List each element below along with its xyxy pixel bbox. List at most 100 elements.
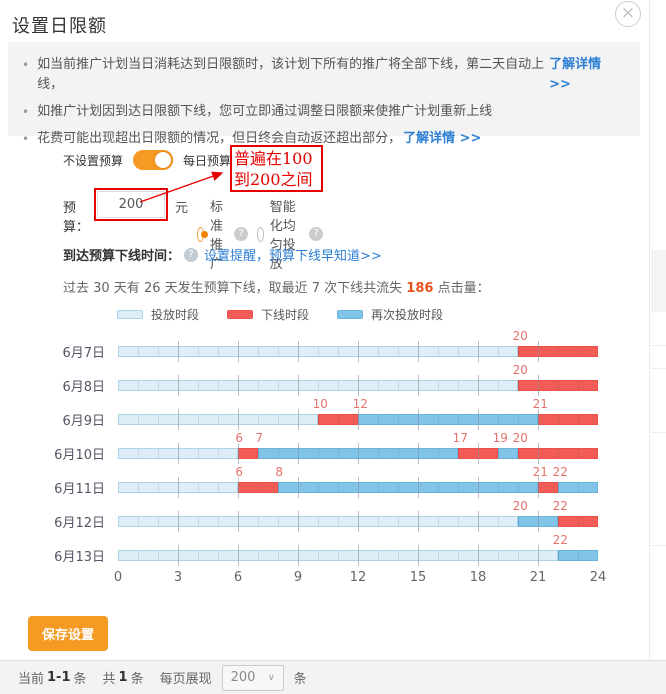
hour-tick xyxy=(458,482,459,492)
three-hour-tick xyxy=(478,340,479,362)
chart-row: 6月12日 20 22 xyxy=(0,499,648,538)
bar-segment-resume xyxy=(278,481,538,493)
hour-tick xyxy=(458,346,459,356)
hour-tick xyxy=(578,380,579,390)
three-hour-tick xyxy=(298,374,299,396)
axis-tick-label: 0 xyxy=(113,570,123,585)
bullet-icon: • xyxy=(22,105,30,119)
hour-tick xyxy=(378,346,379,356)
close-button[interactable]: × xyxy=(615,1,641,27)
bar-mark-label: 19 xyxy=(492,430,508,445)
loss-count: 186 xyxy=(406,281,434,296)
x-axis: 0 3 6 9 12 15 18 21 24 xyxy=(114,570,606,586)
save-settings-button[interactable]: 保存设置 xyxy=(28,616,109,651)
three-hour-tick xyxy=(238,442,239,464)
hour-tick xyxy=(318,516,319,526)
chart-row: 6月11日 6 8 21 22 xyxy=(0,465,648,504)
three-hour-tick xyxy=(178,340,179,362)
hour-tick xyxy=(258,448,259,458)
three-hour-tick xyxy=(538,374,539,396)
hour-tick xyxy=(138,380,139,390)
budget-unit-label: 元 xyxy=(175,201,189,216)
radio-smooth-delivery[interactable] xyxy=(256,226,264,242)
chart-row: 6月7日 20 xyxy=(0,329,648,368)
hour-tick xyxy=(218,448,219,458)
hour-tick xyxy=(138,414,139,424)
timeline-bar: 6 7 17 19 20 xyxy=(118,431,598,464)
hour-tick xyxy=(198,516,199,526)
help-icon[interactable]: ? xyxy=(309,227,324,241)
hour-tick xyxy=(278,482,279,492)
bar-segment-off xyxy=(518,345,598,357)
hour-tick xyxy=(578,346,579,356)
three-hour-tick xyxy=(238,374,239,396)
three-hour-tick xyxy=(358,374,359,396)
notice-text: 花费可能出现超出日限额的情况，但日终会自动返还超出部分， xyxy=(37,131,402,146)
timeline-bar: 22 xyxy=(118,533,598,566)
hour-tick xyxy=(578,550,579,560)
legend-swatch-off xyxy=(227,310,254,319)
legend-item: 再次投放时段 xyxy=(337,306,443,323)
hour-tick xyxy=(338,346,339,356)
three-hour-tick xyxy=(238,544,239,566)
hour-tick xyxy=(498,346,499,356)
bar-mark-label: 17 xyxy=(452,430,468,445)
learn-more-link[interactable]: 了解详情 >> xyxy=(403,131,482,146)
legend-label: 投放时段 xyxy=(151,308,200,322)
notice-item: • 如当前推广计划当日消耗达到日限额时，该计划下所有的推广将全部下线，第二天自动上… xyxy=(22,55,624,95)
budget-input[interactable] xyxy=(97,191,165,218)
hour-tick xyxy=(338,550,339,560)
hour-tick xyxy=(498,414,499,424)
pager-unit: 条 xyxy=(293,672,307,687)
bar-segment-off xyxy=(318,413,358,425)
pager-current-range: 1-1 xyxy=(47,670,71,685)
notice-item: • 如推广计划因到达日限额下线，您可立即通过调整日限额来使推广计划重新上线 xyxy=(22,102,624,122)
three-hour-tick xyxy=(298,340,299,362)
three-hour-tick xyxy=(298,476,299,498)
set-reminder-link[interactable]: 设置提醒，预算下线早知道>> xyxy=(204,249,382,264)
axis-tick-label: 6 xyxy=(233,570,243,585)
row-date-label: 6月12日 xyxy=(54,515,105,531)
bar-segment-on xyxy=(118,379,518,391)
hour-tick xyxy=(558,380,559,390)
hour-tick xyxy=(398,380,399,390)
three-hour-tick xyxy=(538,510,539,532)
three-hour-tick xyxy=(178,408,179,430)
bar-mark-label: 20 xyxy=(512,430,528,445)
hour-tick xyxy=(158,448,159,458)
hour-tick xyxy=(518,380,519,390)
bar-segment-resume xyxy=(558,481,598,493)
budget-toggle[interactable] xyxy=(133,150,174,170)
bar-segment-off xyxy=(238,447,258,459)
hour-tick xyxy=(158,380,159,390)
row-date-label: 6月7日 xyxy=(62,345,105,361)
three-hour-tick xyxy=(178,442,179,464)
radio-standard-promotion[interactable] xyxy=(197,226,209,242)
hour-tick xyxy=(378,380,379,390)
pagination-bar: 当前 1-1 条 共 1 条 每页展现 200 ∨ 条 xyxy=(0,660,666,694)
three-hour-tick xyxy=(538,544,539,566)
bar-mark-label: 6 xyxy=(235,464,243,479)
per-page-select[interactable]: 200 ∨ xyxy=(221,664,284,691)
help-icon[interactable]: ? xyxy=(234,227,249,241)
hour-tick xyxy=(558,550,559,560)
hour-tick xyxy=(498,482,499,492)
timeline-bar: 6 8 21 22 xyxy=(118,465,598,498)
bar-segment-on xyxy=(118,515,518,527)
hour-tick xyxy=(558,516,559,526)
bar-mark-label: 20 xyxy=(512,362,528,377)
bar-segment-off xyxy=(538,413,598,425)
budget-toggle-row: 不设置预算 每日预算 xyxy=(63,149,231,171)
bar-segment-on xyxy=(118,413,318,425)
bar-mark-label: 10 xyxy=(312,396,328,411)
hour-tick xyxy=(458,448,459,458)
bar-segment-resume xyxy=(358,413,538,425)
bar-mark-label: 21 xyxy=(532,464,548,479)
hour-tick xyxy=(258,482,259,492)
help-icon[interactable]: ? xyxy=(184,247,199,262)
three-hour-tick xyxy=(238,476,239,498)
hour-tick xyxy=(438,380,439,390)
hour-tick xyxy=(578,414,579,424)
learn-more-link[interactable]: 了解详情 >> xyxy=(549,57,602,92)
hour-tick xyxy=(278,516,279,526)
